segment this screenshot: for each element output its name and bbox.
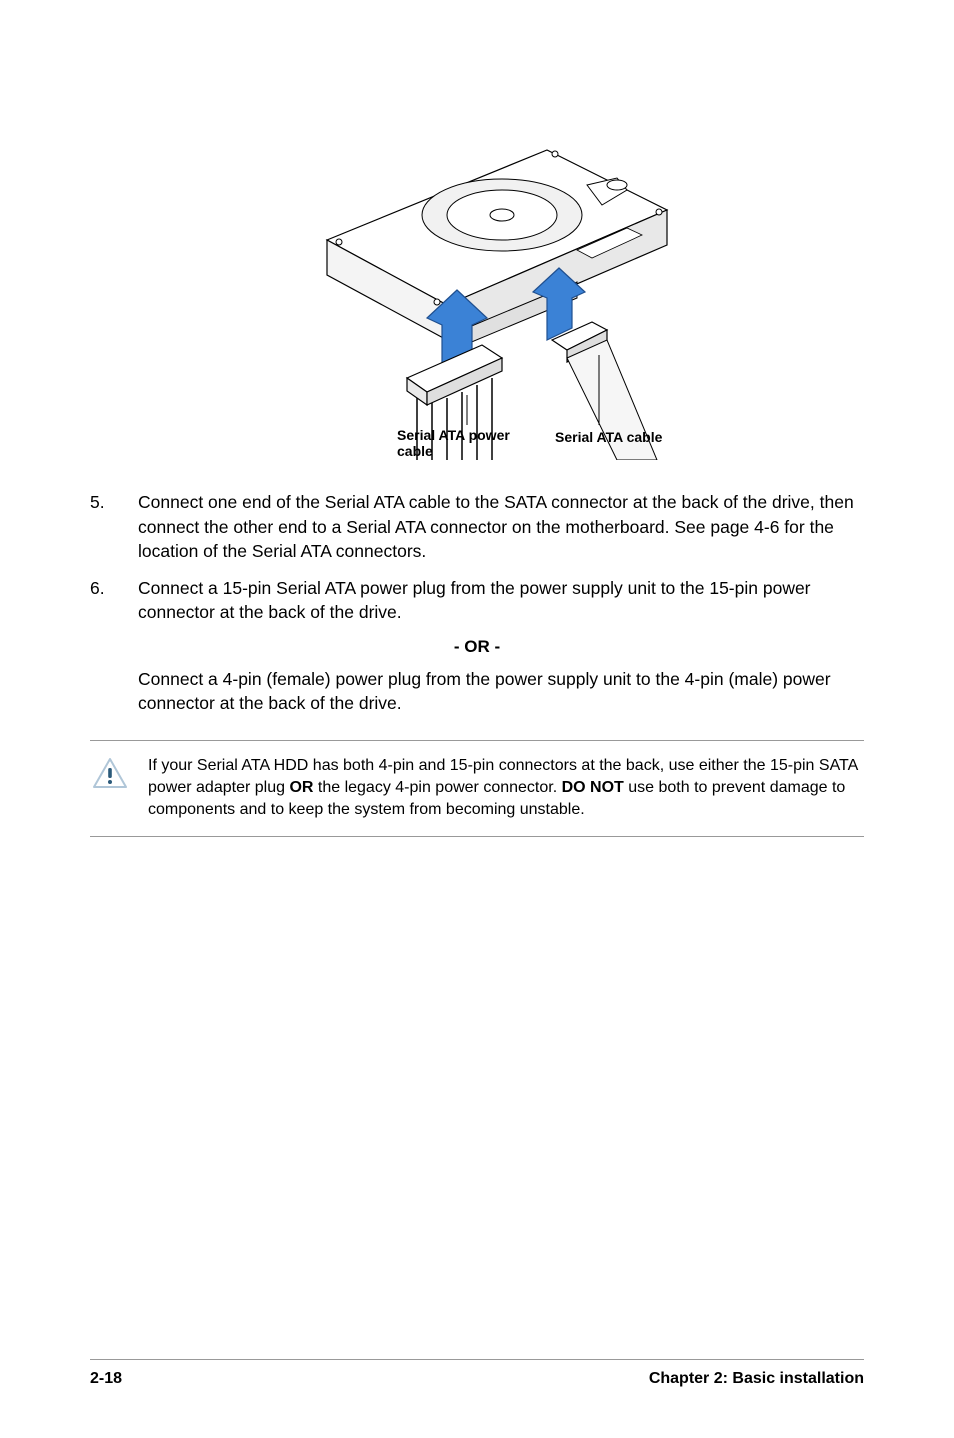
step-5-text: Connect one end of the Serial ATA cable …: [138, 490, 864, 564]
caution-icon: [90, 755, 148, 822]
hdd-illustration: Serial ATA power cable Serial ATA cable: [90, 130, 864, 460]
step-5: 5. Connect one end of the Serial ATA cab…: [90, 490, 864, 564]
step-6-text: Connect a 15-pin Serial ATA power plug f…: [138, 576, 864, 625]
svg-text:Serial ATA cable: Serial ATA cable: [555, 429, 663, 445]
caution-note: If your Serial ATA HDD has both 4-pin an…: [90, 740, 864, 837]
svg-text:Serial ATA power: Serial ATA power: [397, 427, 510, 443]
note-mid: the legacy 4-pin power connector.: [313, 779, 561, 796]
continuation-text: Connect a 4-pin (female) power plug from…: [138, 667, 864, 716]
hdd-svg: Serial ATA power cable Serial ATA cable: [267, 130, 687, 460]
chapter-title: Chapter 2: Basic installation: [649, 1370, 864, 1388]
step-6-num: 6.: [90, 576, 138, 625]
step-6-continuation: Connect a 4-pin (female) power plug from…: [90, 667, 864, 716]
caution-text: If your Serial ATA HDD has both 4-pin an…: [148, 755, 864, 822]
note-bold-donot: DO NOT: [562, 779, 624, 796]
step-5-num: 5.: [90, 490, 138, 564]
svg-text:cable: cable: [397, 443, 433, 459]
page-number: 2-18: [90, 1370, 122, 1388]
note-bold-or: OR: [289, 779, 313, 796]
page-footer: 2-18 Chapter 2: Basic installation: [90, 1359, 864, 1388]
step-6: 6. Connect a 15-pin Serial ATA power plu…: [90, 576, 864, 625]
or-separator: - OR -: [90, 637, 864, 657]
